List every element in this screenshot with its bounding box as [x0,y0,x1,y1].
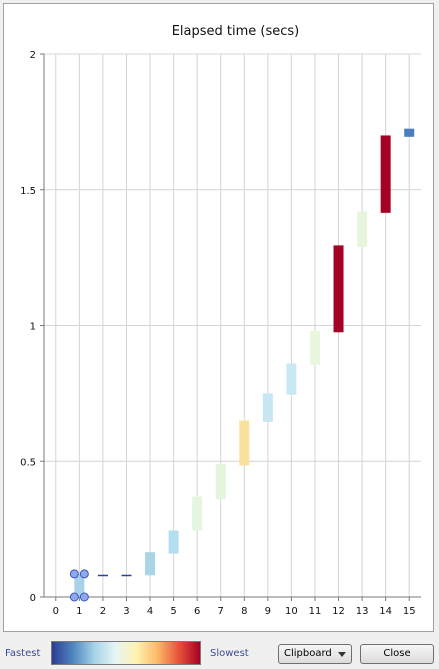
chevron-down-icon [338,652,346,657]
x-tick-label: 10 [285,606,298,617]
legend-fastest-label: Fastest [5,648,41,659]
x-tick-label: 9 [265,606,271,617]
bar-x10[interactable] [286,363,297,395]
clipboard-dropdown-button[interactable]: Clipboard [278,644,352,664]
x-tick-label: 8 [241,606,247,617]
selection-handle[interactable] [69,569,79,579]
y-tick-label: 0.5 [20,457,36,468]
y-tick-label: 1 [30,322,36,333]
bar-x11[interactable] [309,330,320,365]
bar-x8[interactable] [239,420,250,466]
selection-handle[interactable] [69,592,79,602]
bar-x4[interactable] [145,552,156,576]
x-tick-label: 5 [170,606,176,617]
x-tick-label: 2 [100,606,106,617]
bar-x5[interactable] [168,530,179,554]
bar-x13[interactable] [357,211,368,247]
x-tick-label: 3 [123,606,129,617]
bar-x6[interactable] [192,496,203,531]
close-button[interactable]: Close [360,644,434,664]
color-scale-bar [51,641,201,665]
bottom-toolbar: Fastest Slowest Clipboard Close [0,636,439,669]
x-tick-label: 15 [403,606,416,617]
bar-x9[interactable] [262,393,273,422]
clipboard-button-label: Clipboard [284,648,332,659]
bar-x2[interactable] [97,574,108,577]
bar-x3[interactable] [121,574,132,577]
elapsed-time-chart: Elapsed time (secs)00.511.520 1 2 3 4 5 6 7 8 9 10… [20,24,421,617]
x-tick-label: 6 [194,606,200,617]
chart-title: Elapsed time (secs) [172,24,300,39]
x-tick-label: 14 [379,606,392,617]
bar-x1[interactable] [74,573,85,597]
x-tick-label: 0 [53,606,59,617]
bar-x12[interactable] [333,245,344,333]
selection-handle[interactable] [79,592,89,602]
legend-slowest-label: Slowest [210,648,249,659]
bar-x14[interactable] [380,135,391,213]
y-tick-label: 2 [30,50,36,61]
bar-x7[interactable] [215,463,226,500]
y-tick-label: 1.5 [20,186,36,197]
x-tick-label: 13 [356,606,369,617]
x-tick-label: 12 [332,606,345,617]
x-tick-label: 11 [309,606,322,617]
bar-x15[interactable] [404,128,415,137]
y-tick-label: 0 [30,593,36,604]
x-tick-label: 1 [76,606,82,617]
x-tick-label: 7 [218,606,224,617]
x-tick-label: 4 [147,606,153,617]
selection-handle[interactable] [79,569,89,579]
